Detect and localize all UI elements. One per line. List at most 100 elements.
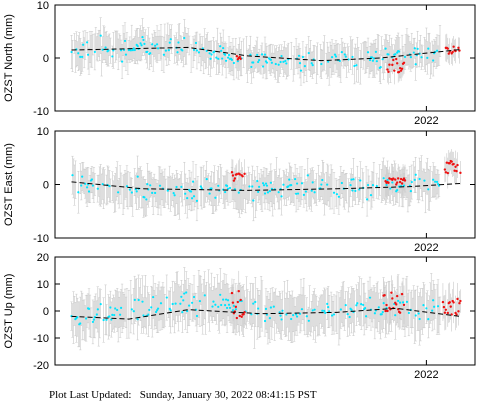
flagged-point — [230, 291, 234, 295]
daily-point — [263, 53, 267, 56]
daily-point — [368, 296, 372, 299]
daily-point — [414, 314, 417, 317]
flagged-point — [444, 171, 448, 174]
daily-point — [129, 49, 132, 52]
daily-point — [277, 191, 280, 194]
daily-point — [280, 54, 283, 58]
daily-point — [268, 190, 271, 193]
daily-point — [87, 190, 91, 193]
flagged-point — [396, 62, 399, 65]
daily-point — [256, 179, 259, 183]
daily-point — [321, 309, 324, 312]
daily-point — [311, 181, 314, 184]
panel-1: -10 0 10 2022 OZST North (mm) — [3, 0, 476, 127]
flagged-point — [458, 302, 461, 305]
daily-point — [93, 50, 96, 54]
daily-point — [188, 304, 191, 307]
daily-point — [141, 35, 144, 39]
daily-point — [260, 53, 264, 56]
daily-point — [414, 173, 417, 176]
daily-point — [154, 191, 157, 195]
daily-point — [177, 41, 180, 44]
daily-point — [355, 64, 358, 67]
daily-point — [377, 306, 380, 309]
daily-point — [423, 179, 426, 182]
flagged-point — [402, 61, 406, 64]
daily-point — [332, 191, 336, 194]
daily-point — [300, 308, 304, 311]
daily-point — [130, 308, 133, 311]
daily-point — [358, 188, 361, 191]
flagged-point — [231, 174, 235, 177]
daily-point — [416, 47, 419, 50]
daily-point — [250, 313, 253, 316]
daily-point — [350, 308, 353, 311]
daily-point — [222, 298, 225, 301]
daily-point — [277, 63, 280, 66]
daily-point — [217, 57, 220, 60]
daily-point — [391, 181, 394, 184]
flagged-point — [236, 300, 239, 304]
daily-point — [305, 315, 308, 318]
daily-point — [344, 304, 347, 307]
daily-point — [432, 178, 435, 181]
daily-point — [180, 295, 183, 298]
daily-point — [139, 42, 142, 45]
daily-point — [348, 315, 351, 319]
daily-point — [405, 300, 409, 303]
daily-point — [95, 313, 98, 316]
daily-point — [158, 184, 162, 187]
daily-point — [186, 197, 189, 200]
flagged-point — [391, 63, 394, 67]
flagged-point — [392, 58, 395, 62]
daily-point — [236, 59, 239, 63]
daily-point — [355, 304, 358, 307]
daily-point — [150, 306, 153, 309]
daily-point — [256, 53, 259, 56]
daily-point — [123, 39, 127, 43]
daily-point — [422, 304, 425, 307]
daily-point — [167, 49, 170, 52]
daily-point — [373, 312, 376, 315]
daily-point — [77, 191, 80, 194]
daily-point — [208, 52, 211, 55]
flagged-point — [396, 177, 400, 180]
flagged-point — [240, 315, 243, 318]
flagged-point — [400, 182, 404, 185]
daily-point — [180, 185, 183, 188]
daily-point — [279, 60, 282, 64]
daily-point — [282, 60, 285, 63]
daily-point — [114, 307, 117, 310]
daily-point — [297, 54, 301, 57]
daily-point — [155, 309, 159, 312]
error-bars — [70, 267, 461, 351]
flagged-point — [391, 297, 394, 300]
flagged-point — [452, 301, 455, 304]
daily-point — [280, 195, 283, 198]
daily-point — [252, 302, 255, 305]
daily-point — [335, 193, 339, 196]
daily-point — [375, 184, 378, 188]
daily-point — [340, 181, 343, 185]
daily-point — [70, 50, 73, 54]
daily-point — [432, 299, 435, 302]
daily-point — [227, 303, 231, 306]
daily-point — [296, 192, 300, 195]
y-axis-label: OZST Up (mm) — [3, 274, 15, 349]
daily-point — [369, 194, 373, 197]
daily-point — [402, 184, 406, 187]
flagged-point — [453, 169, 456, 172]
flagged-point — [238, 314, 241, 318]
daily-point — [420, 56, 423, 59]
daily-point — [258, 59, 261, 62]
daily-point — [210, 187, 213, 190]
flagged-point — [386, 309, 389, 313]
daily-point — [356, 302, 359, 305]
daily-point — [90, 178, 94, 181]
daily-point — [279, 314, 282, 317]
daily-point — [337, 195, 340, 198]
flagged-point — [400, 67, 404, 71]
flagged-point — [446, 171, 449, 175]
daily-point — [287, 185, 290, 188]
daily-point — [76, 316, 79, 319]
